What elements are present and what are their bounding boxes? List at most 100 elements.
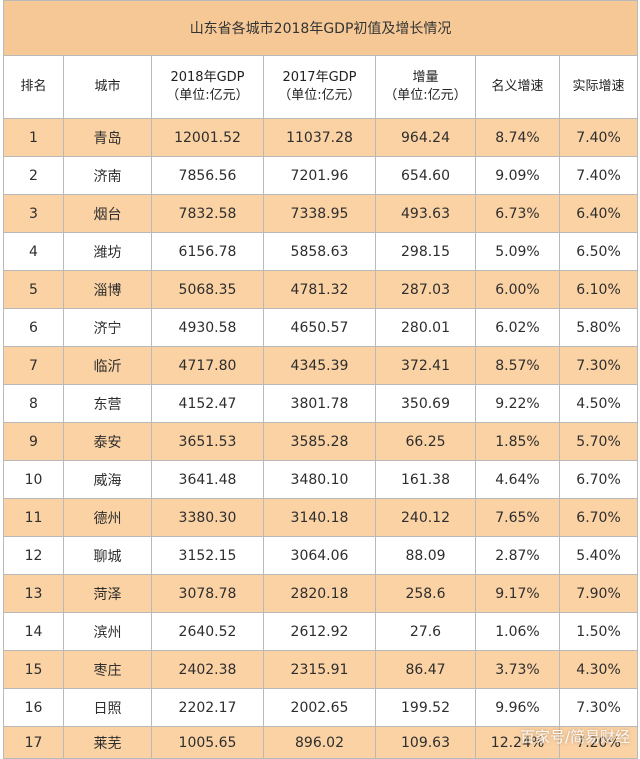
city-cell: 威海 xyxy=(63,460,152,499)
rank-cell: 1 xyxy=(3,118,64,157)
increase-cell: 86.47 xyxy=(375,650,476,689)
real-growth-cell: 7.90% xyxy=(558,574,639,613)
rank-cell: 12 xyxy=(3,536,64,575)
table-row: 4 潍坊 6156.78 5858.63 298.15 5.09% 6.50% xyxy=(3,232,639,271)
real-growth-cell: 7.40% xyxy=(558,118,639,157)
rank-cell: 10 xyxy=(3,460,64,499)
increase-cell: 161.38 xyxy=(375,460,476,499)
table-row: 1 青岛 12001.52 11037.28 964.24 8.74% 7.40% xyxy=(3,118,639,157)
table-row: 6 济宁 4930.58 4650.57 280.01 6.02% 5.80% xyxy=(3,308,639,347)
gdp-2017-cell: 5858.63 xyxy=(263,232,376,271)
column-header-gdp-2017: 2017年GDP （单位:亿元） xyxy=(263,55,376,119)
city-cell: 烟台 xyxy=(63,194,152,233)
gdp-2018-cell: 3380.30 xyxy=(151,498,264,537)
gdp-2017-cell: 7201.96 xyxy=(263,156,376,195)
gdp-2018-cell: 2640.52 xyxy=(151,612,264,651)
rank-cell: 11 xyxy=(3,498,64,537)
table-row: 7 临沂 4717.80 4345.39 372.41 8.57% 7.30% xyxy=(3,346,639,385)
gdp-2017-cell: 11037.28 xyxy=(263,118,376,157)
gdp-2018-cell: 4717.80 xyxy=(151,346,264,385)
gdp-2017-cell: 2002.65 xyxy=(263,688,376,727)
real-growth-cell: 6.50% xyxy=(558,232,639,271)
city-cell: 日照 xyxy=(63,688,152,727)
nominal-growth-cell: 7.65% xyxy=(475,498,560,537)
nominal-growth-cell: 8.74% xyxy=(475,118,560,157)
rank-cell: 9 xyxy=(3,422,64,461)
gdp-2018-cell: 4152.47 xyxy=(151,384,264,423)
city-cell: 济宁 xyxy=(63,308,152,347)
increase-cell: 287.03 xyxy=(375,270,476,309)
real-growth-cell: 4.30% xyxy=(558,650,639,689)
column-header-rank: 排名 xyxy=(3,55,64,119)
rank-cell: 2 xyxy=(3,156,64,195)
gdp-2017-cell: 3585.28 xyxy=(263,422,376,461)
real-growth-cell: 5.40% xyxy=(558,536,639,575)
table-row: 17 莱芜 1005.65 896.02 109.63 12.24% 7.20% xyxy=(3,726,639,759)
table-row: 11 德州 3380.30 3140.18 240.12 7.65% 6.70% xyxy=(3,498,639,537)
nominal-growth-cell: 4.64% xyxy=(475,460,560,499)
gdp-2018-cell: 12001.52 xyxy=(151,118,264,157)
real-growth-cell: 5.80% xyxy=(558,308,639,347)
rank-cell: 17 xyxy=(3,726,64,759)
nominal-growth-cell: 9.22% xyxy=(475,384,560,423)
nominal-growth-cell: 6.00% xyxy=(475,270,560,309)
city-cell: 聊城 xyxy=(63,536,152,575)
increase-cell: 109.63 xyxy=(375,726,476,759)
gdp-2018-cell: 2202.17 xyxy=(151,688,264,727)
increase-cell: 240.12 xyxy=(375,498,476,537)
gdp-2017-cell: 896.02 xyxy=(263,726,376,759)
nominal-growth-cell: 9.96% xyxy=(475,688,560,727)
increase-cell: 88.09 xyxy=(375,536,476,575)
city-cell: 枣庄 xyxy=(63,650,152,689)
nominal-growth-cell: 1.06% xyxy=(475,612,560,651)
nominal-growth-cell: 1.85% xyxy=(475,422,560,461)
rank-cell: 5 xyxy=(3,270,64,309)
increase-cell: 493.63 xyxy=(375,194,476,233)
gdp-2018-cell: 7856.56 xyxy=(151,156,264,195)
city-cell: 东营 xyxy=(63,384,152,423)
gdp-2017-cell: 2315.91 xyxy=(263,650,376,689)
nominal-growth-cell: 3.73% xyxy=(475,650,560,689)
rank-cell: 7 xyxy=(3,346,64,385)
rank-cell: 16 xyxy=(3,688,64,727)
table-row: 10 威海 3641.48 3480.10 161.38 4.64% 6.70% xyxy=(3,460,639,499)
increase-cell: 964.24 xyxy=(375,118,476,157)
city-cell: 青岛 xyxy=(63,118,152,157)
increase-cell: 298.15 xyxy=(375,232,476,271)
table-row: 15 枣庄 2402.38 2315.91 86.47 3.73% 4.30% xyxy=(3,650,639,689)
gdp-2017-cell: 7338.95 xyxy=(263,194,376,233)
real-growth-cell: 6.10% xyxy=(558,270,639,309)
table-row: 3 烟台 7832.58 7338.95 493.63 6.73% 6.40% xyxy=(3,194,639,233)
table-row: 9 泰安 3651.53 3585.28 66.25 1.85% 5.70% xyxy=(3,422,639,461)
real-growth-cell: 7.30% xyxy=(558,688,639,727)
city-cell: 菏泽 xyxy=(63,574,152,613)
city-cell: 淄博 xyxy=(63,270,152,309)
rank-cell: 14 xyxy=(3,612,64,651)
city-cell: 临沂 xyxy=(63,346,152,385)
increase-cell: 350.69 xyxy=(375,384,476,423)
increase-cell: 280.01 xyxy=(375,308,476,347)
rank-cell: 13 xyxy=(3,574,64,613)
gdp-2017-cell: 4781.32 xyxy=(263,270,376,309)
gdp-2018-cell: 3078.78 xyxy=(151,574,264,613)
gdp-2018-cell: 4930.58 xyxy=(151,308,264,347)
nominal-growth-cell: 6.73% xyxy=(475,194,560,233)
real-growth-cell: 6.40% xyxy=(558,194,639,233)
city-cell: 泰安 xyxy=(63,422,152,461)
real-growth-cell: 6.70% xyxy=(558,498,639,537)
gdp-2017-cell: 3140.18 xyxy=(263,498,376,537)
table-row: 13 菏泽 3078.78 2820.18 258.6 9.17% 7.90% xyxy=(3,574,639,613)
city-cell: 滨州 xyxy=(63,612,152,651)
nominal-growth-cell: 5.09% xyxy=(475,232,560,271)
real-growth-cell: 4.50% xyxy=(558,384,639,423)
city-cell: 潍坊 xyxy=(63,232,152,271)
gdp-2017-cell: 3480.10 xyxy=(263,460,376,499)
city-cell: 济南 xyxy=(63,156,152,195)
column-header-gdp-2018: 2018年GDP （单位:亿元） xyxy=(151,55,264,119)
gdp-2017-cell: 4650.57 xyxy=(263,308,376,347)
column-header-nominal-growth: 名义增速 xyxy=(475,55,560,119)
rank-cell: 8 xyxy=(3,384,64,423)
table-row: 16 日照 2202.17 2002.65 199.52 9.96% 7.30% xyxy=(3,688,639,727)
gdp-2018-cell: 6156.78 xyxy=(151,232,264,271)
